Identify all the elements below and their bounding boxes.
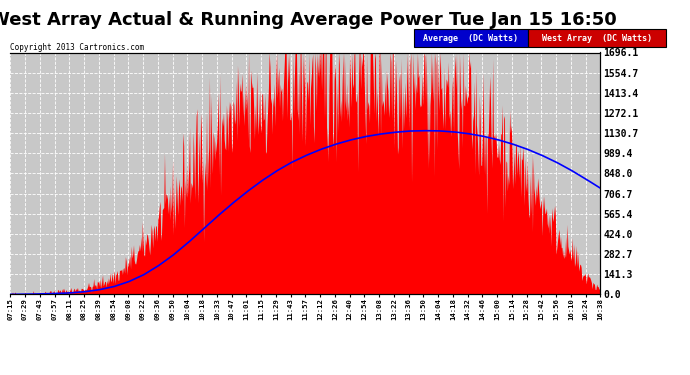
Text: Average  (DC Watts): Average (DC Watts) [424, 33, 518, 42]
Text: West Array Actual & Running Average Power Tue Jan 15 16:50: West Array Actual & Running Average Powe… [0, 11, 617, 29]
Text: West Array  (DC Watts): West Array (DC Watts) [542, 33, 652, 42]
Text: Copyright 2013 Cartronics.com: Copyright 2013 Cartronics.com [10, 43, 144, 52]
